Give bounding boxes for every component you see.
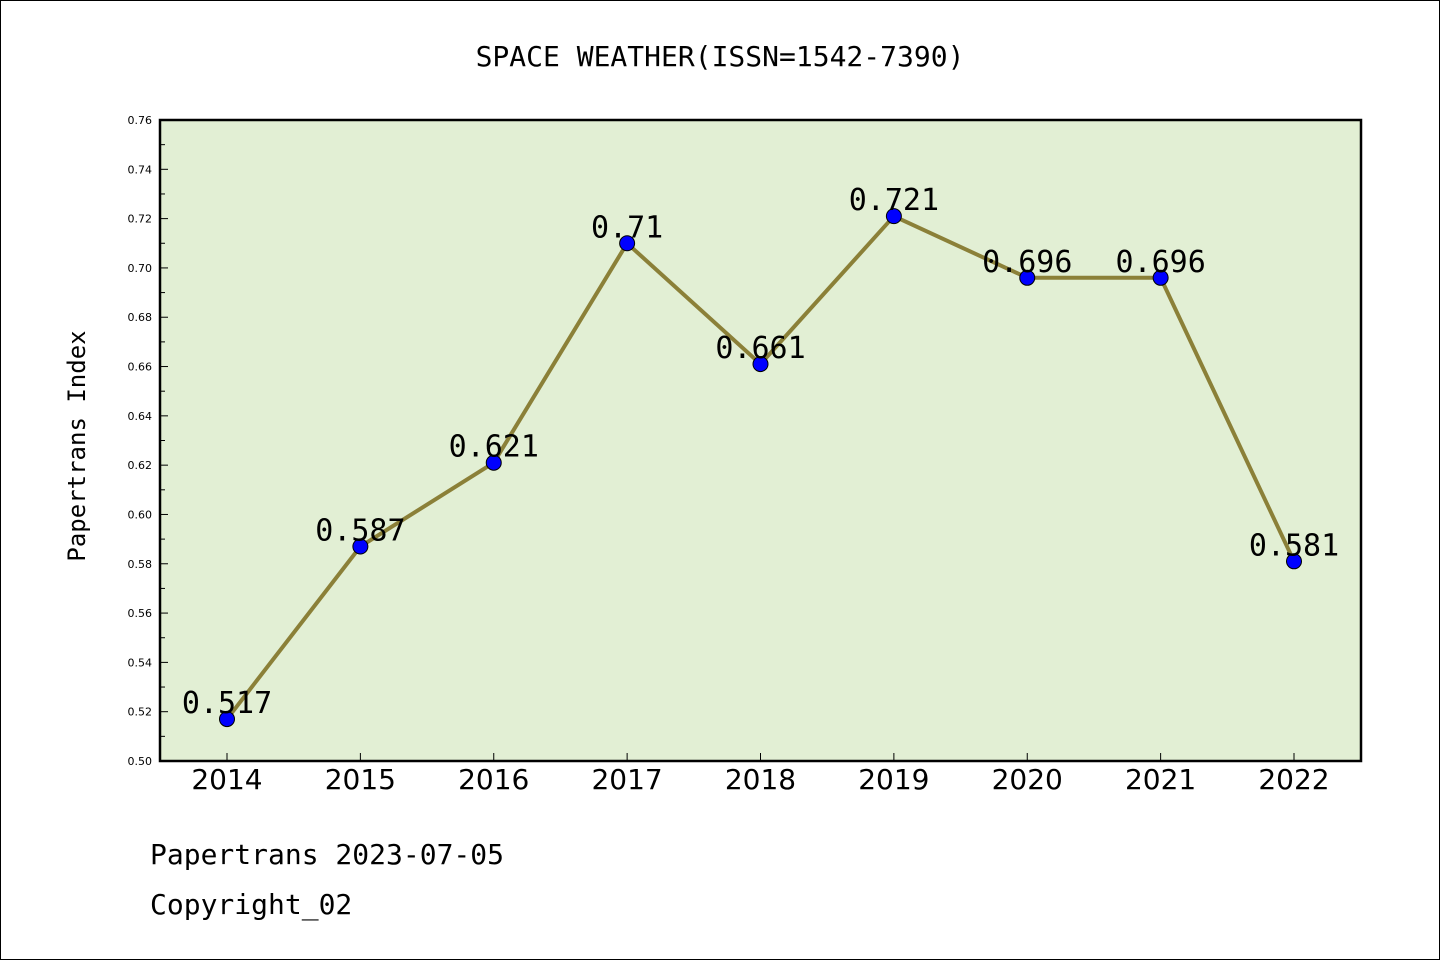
y-tick-label: 0.76 <box>128 114 153 127</box>
y-tick-label: 0.66 <box>128 361 153 374</box>
y-tick-label: 0.58 <box>128 558 153 571</box>
data-label: 0.581 <box>1249 528 1339 563</box>
x-tick-label: 2018 <box>725 763 796 796</box>
y-tick-label: 0.62 <box>128 459 153 472</box>
x-tick-label: 2020 <box>992 763 1063 796</box>
y-tick-label: 0.72 <box>128 213 153 226</box>
y-tick-label: 0.64 <box>128 410 153 423</box>
y-axis: 0.50 0.52 0.54 0.56 0.58 0.60 0.62 0.64 0.66 0.68… <box>128 114 168 768</box>
data-label: 0.721 <box>849 183 939 218</box>
x-tick-label: 2015 <box>325 763 396 796</box>
data-point <box>752 356 769 373</box>
data-labels: 0.517 0.587 0.621 0.71 0.661 0.721 0.696 0.696 0… <box>182 183 1339 721</box>
data-point <box>885 208 902 225</box>
x-tick-label: 2022 <box>1258 763 1329 796</box>
x-tick-label: 2021 <box>1125 763 1196 796</box>
x-tick-label: 2019 <box>858 763 929 796</box>
data-point <box>1019 269 1036 286</box>
data-label: 0.587 <box>315 514 405 549</box>
data-point <box>1286 553 1302 570</box>
data-label: 0.696 <box>1115 245 1205 280</box>
footer-date: Papertrans 2023-07-05 <box>150 838 504 871</box>
y-axis-label: Papertrans Index <box>63 330 91 561</box>
x-tick-label: 2014 <box>191 763 262 796</box>
data-point <box>1152 269 1169 286</box>
data-label: 0.517 <box>182 686 272 721</box>
data-label: 0.71 <box>591 210 663 245</box>
data-label: 0.621 <box>449 430 539 465</box>
x-tick-label: 2016 <box>458 763 529 796</box>
x-axis: 2014 2015 2016 2017 2018 2019 2020 2021 2022 <box>191 753 1330 796</box>
chart-title: SPACE WEATHER(ISSN=1542-7390) <box>476 40 965 73</box>
y-tick-label: 0.50 <box>128 755 153 768</box>
series-markers <box>219 208 1302 728</box>
data-point <box>485 454 502 471</box>
data-label: 0.661 <box>715 331 805 366</box>
y-tick-label: 0.54 <box>128 656 153 669</box>
y-tick-label: 0.70 <box>128 262 153 275</box>
data-point <box>219 711 235 728</box>
x-tick-label: 2017 <box>591 763 662 796</box>
data-label: 0.696 <box>982 245 1072 280</box>
footer-copyright: Copyright_02 <box>150 888 352 922</box>
y-tick-label: 0.74 <box>128 163 153 176</box>
y-tick-label: 0.68 <box>128 311 153 324</box>
plot-area <box>158 118 1363 763</box>
y-tick-label: 0.60 <box>128 508 153 521</box>
data-point <box>352 538 369 555</box>
data-point <box>619 235 636 252</box>
y-tick-label: 0.56 <box>128 607 153 620</box>
y-tick-label: 0.52 <box>128 706 153 719</box>
